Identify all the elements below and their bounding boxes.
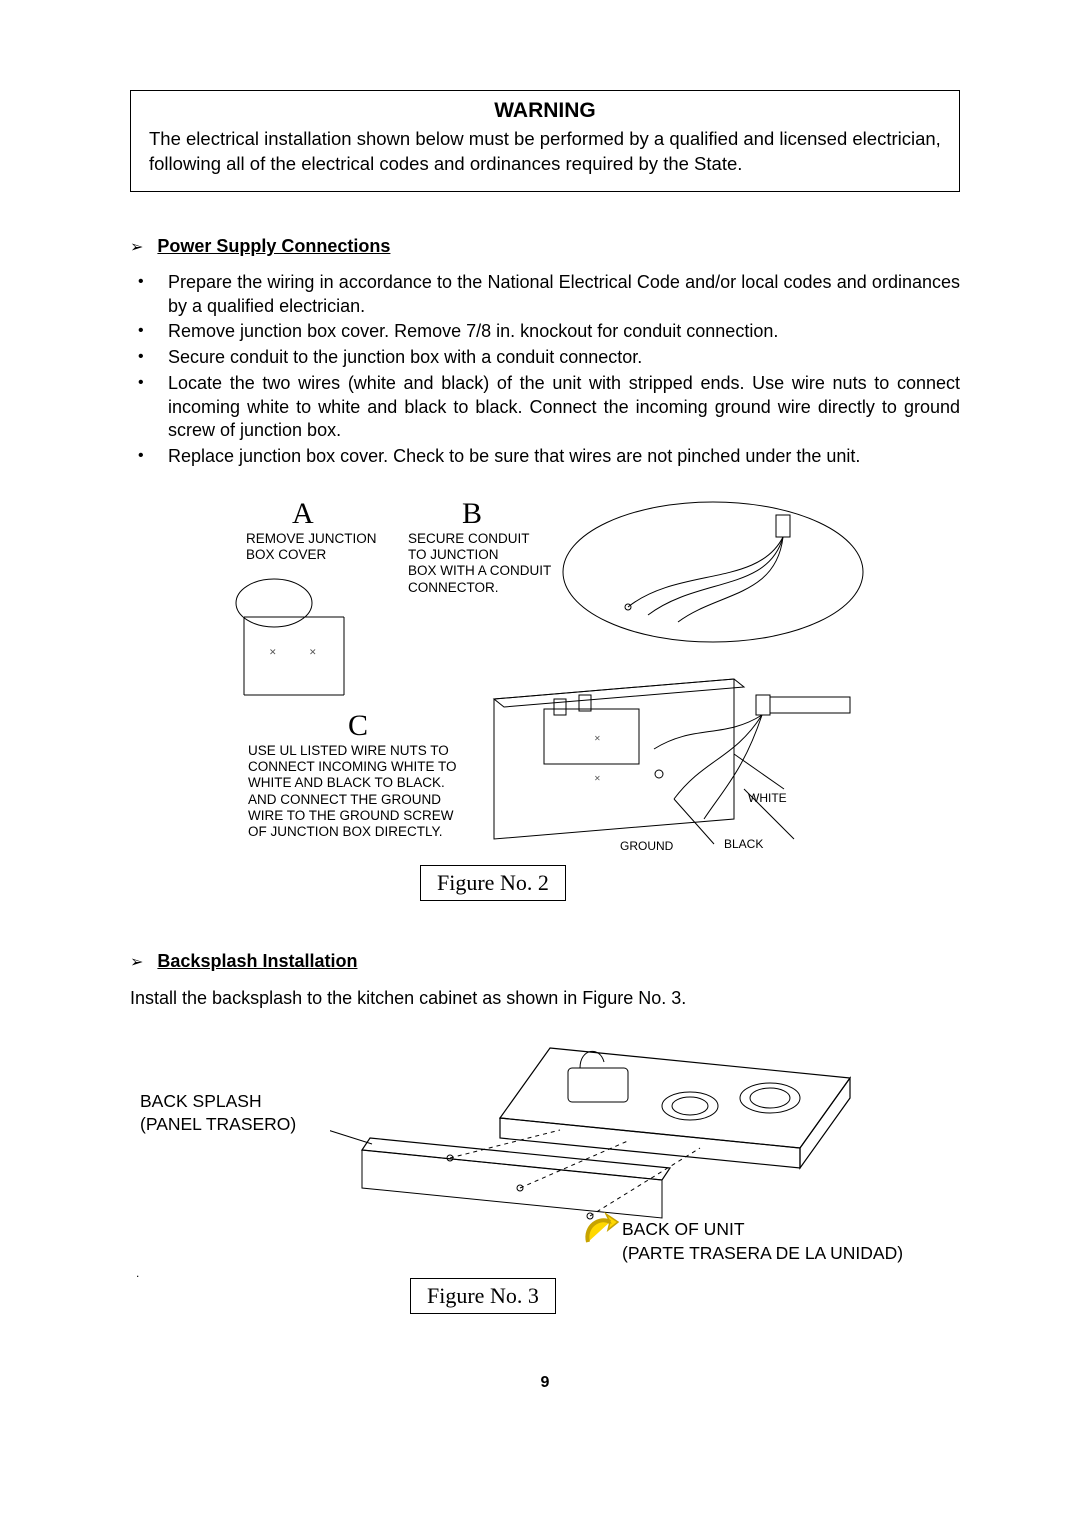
- svg-text:✕: ✕: [594, 774, 601, 783]
- list-item: Locate the two wires (white and black) o…: [132, 372, 960, 443]
- section-title: Backsplash Installation: [157, 951, 357, 972]
- label-letter-a: A: [292, 497, 314, 531]
- list-item: Prepare the wiring in accordance to the …: [132, 271, 960, 319]
- warning-box: WARNING The electrical installation show…: [130, 90, 960, 192]
- label-letter-c: C: [348, 709, 368, 743]
- figure-3: BACK SPLASH (PANEL TRASERO): [130, 1028, 960, 1368]
- junction-box-wiring-icon: ✕ ✕: [484, 669, 874, 879]
- list-item: Secure conduit to the junction box with …: [132, 346, 960, 370]
- back-of-unit-label: BACK OF UNIT: [622, 1218, 745, 1241]
- figure-2-caption-box: Figure No. 2: [420, 865, 566, 901]
- page-number: 9: [130, 1374, 960, 1392]
- list-item: Remove junction box cover. Remove 7/8 in…: [132, 320, 960, 344]
- chevron-icon: ➢: [130, 237, 143, 257]
- bullet-list: Prepare the wiring in accordance to the …: [132, 271, 960, 469]
- wire-label-white: WHITE: [748, 791, 787, 805]
- section-title: Power Supply Connections: [157, 236, 390, 257]
- curved-arrow-icon: [580, 1212, 620, 1252]
- figure-2-caption: Figure No. 2: [420, 865, 566, 901]
- wire-label-ground: GROUND: [620, 839, 673, 853]
- section-body: Install the backsplash to the kitchen ca…: [130, 986, 960, 1010]
- svg-text:✕: ✕: [269, 647, 277, 657]
- figure-3-caption: Figure No. 3: [410, 1278, 556, 1314]
- list-item: Replace junction box cover. Check to be …: [132, 445, 960, 469]
- figure-3-caption-box: Figure No. 3: [410, 1278, 556, 1314]
- label-text-b: SECURE CONDUIT TO JUNCTION BOX WITH A CO…: [408, 531, 551, 596]
- figure-2: A REMOVE JUNCTION BOX COVER B SECURE CON…: [130, 497, 960, 927]
- warning-body: The electrical installation shown below …: [149, 127, 941, 177]
- svg-text:✕: ✕: [309, 647, 317, 657]
- back-of-unit-label-es: (PARTE TRASERA DE LA UNIDAD): [622, 1242, 903, 1265]
- label-text-c: USE UL LISTED WIRE NUTS TO CONNECT INCOM…: [248, 743, 457, 840]
- wire-label-black: BLACK: [724, 837, 763, 851]
- section-header-backsplash: ➢ Backsplash Installation: [130, 951, 960, 972]
- svg-text:✕: ✕: [594, 734, 601, 743]
- warning-title: WARNING: [149, 99, 941, 123]
- conduit-ellipse-icon: [558, 497, 868, 647]
- section-header-power: ➢ Power Supply Connections: [130, 236, 960, 257]
- label-text-a: REMOVE JUNCTION BOX COVER: [246, 531, 377, 563]
- backsplash-label: BACK SPLASH (PANEL TRASERO): [140, 1090, 296, 1136]
- stray-dot: .: [136, 1266, 139, 1280]
- junction-box-cover-icon: ✕ ✕: [234, 575, 374, 715]
- page: WARNING The electrical installation show…: [0, 0, 1080, 1432]
- chevron-icon: ➢: [130, 952, 143, 972]
- label-letter-b: B: [462, 497, 482, 531]
